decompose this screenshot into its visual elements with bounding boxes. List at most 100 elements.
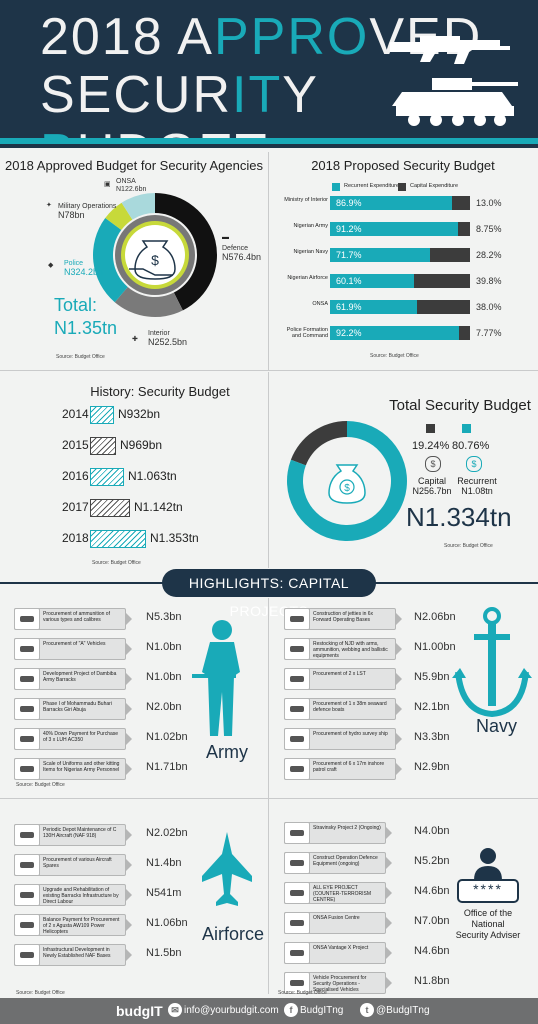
arrow-icon (125, 888, 132, 902)
footer-facebook[interactable]: BudgITng (300, 1005, 344, 1016)
proposed-row-label: Nigerian Army (293, 223, 328, 229)
agencies-donut-chart: $ (93, 193, 217, 317)
total-title: Total Security Budget (389, 397, 531, 414)
proposed-recurrent-value: 86.9% (336, 198, 362, 208)
police-label: Police N324.2bn (64, 260, 104, 277)
capital-pct: 19.24% (412, 440, 450, 452)
project-text: ALL EYE PROJECT (COUNTER-TERRORISM CENTR… (313, 885, 372, 903)
project-value: N5.9bn (414, 671, 450, 683)
project-value: N1.8bn (414, 975, 450, 987)
project-icon (284, 758, 310, 780)
project-icon (284, 728, 310, 750)
project-item: ONSA Fusion Centre (284, 912, 392, 934)
total-donut-chart: $ (287, 421, 407, 541)
history-value: N932bn (118, 407, 161, 421)
project-text: Procurement of various Aircraft Spares (43, 857, 112, 869)
project-item: Vehicle Procurement for Security Operati… (284, 972, 392, 994)
total-source: Source: Budget Office (444, 543, 493, 549)
security-adviser-icon (457, 848, 519, 903)
footer-twitter[interactable]: @BudgITng (376, 1005, 430, 1016)
project-icon (284, 942, 310, 964)
brand-logo: budgIT (116, 1003, 163, 1019)
proposed-capital-value: 28.2% (476, 250, 502, 260)
project-value: N1.00bn (414, 641, 456, 653)
fighter-jet-icon (202, 832, 252, 906)
history-year: 2017 (62, 500, 89, 514)
project-value: N4.6bn (414, 885, 450, 897)
proposed-bar: 71.7% (330, 248, 470, 262)
proposed-row-label: Nigerian Airforce (287, 275, 328, 281)
highlights-banner: HIGHLIGHTS: CAPITAL PROJECTS (162, 569, 376, 619)
project-item: Construct Operation Defence Equipment (o… (284, 852, 392, 874)
proposed-recurrent-value: 91.2% (336, 224, 362, 234)
legend-capital-label: Capital Expenditure (410, 183, 459, 189)
project-text: Procurement of ammunition of various typ… (43, 611, 110, 623)
arrow-icon (395, 732, 402, 746)
project-item: ALL EYE PROJECT (COUNTER-TERRORISM CENTR… (284, 882, 392, 904)
donut-slice-interior (114, 286, 183, 317)
legend-capital-swatch (398, 183, 406, 191)
project-icon (284, 668, 310, 690)
onsa-icon: ▣ (104, 181, 111, 188)
proposed-bar-recurrent: 61.9% (330, 300, 417, 314)
proposed-recurrent-value: 71.7% (336, 250, 362, 260)
project-value: N1.02bn (146, 731, 188, 743)
donut-slice-military (105, 202, 133, 230)
history-year: 2014 (62, 407, 89, 421)
capital-swatch (426, 424, 435, 433)
project-icon (14, 728, 40, 750)
project-item: Procurement of various Aircraft Spares (14, 854, 132, 876)
money-bag-icon: $ (328, 464, 366, 504)
total-value: N1.334tn (406, 502, 512, 532)
project-value: N2.1bn (414, 701, 450, 713)
army-source: Source: Budget Office (16, 782, 65, 788)
proposed-recurrent-value: 60.1% (336, 276, 362, 286)
arrow-icon (385, 946, 392, 960)
footer: budgIT ✉ info@yourbudgit.com f BudgITng … (0, 998, 538, 1024)
defence-label: Defence N576.4bn (222, 245, 262, 262)
arrow-icon (125, 702, 132, 716)
arrow-icon (395, 672, 402, 686)
title-line-2: SECURITY BUDGET (40, 66, 318, 138)
project-text: Construction of jetties in 6x Forward Op… (313, 611, 374, 623)
project-item: Procurement of 6 x 17m inshore patrol cr… (284, 758, 402, 780)
project-item: Construction of jetties in 6x Forward Op… (284, 608, 402, 630)
footer-email[interactable]: info@yourbudgit.com (184, 1005, 279, 1016)
history-year: 2016 (62, 469, 89, 483)
project-item: Procurement of 1 x 38m seaward defence b… (284, 698, 402, 720)
arrow-icon (125, 642, 132, 656)
project-item: Periodic Depot Maintenance of C 130H Air… (14, 824, 132, 846)
arrow-icon (385, 976, 392, 990)
total-slice-capital (290, 421, 347, 466)
project-text: Vehicle Procurement for Security Operati… (313, 975, 367, 993)
proposed-bar: 60.1% (330, 274, 470, 288)
divider (268, 152, 269, 370)
project-text: Procurement of 1 x 38m seaward defence b… (313, 701, 387, 713)
project-icon (14, 914, 40, 936)
project-item: Balance Payment for Procurement of 2 x A… (14, 914, 132, 936)
proposed-bar: 92.2% (330, 326, 470, 340)
arrow-icon (395, 612, 402, 626)
history-bar (90, 530, 146, 548)
proposed-row-label: Police Formation and Command (286, 327, 328, 339)
project-item: Restocking of NJD with arms, ammunition,… (284, 638, 402, 660)
proposed-row-label: ONSA (312, 301, 328, 307)
project-icon (284, 822, 310, 844)
project-value: N541m (146, 887, 182, 899)
proposed-row-label: Nigerian Navy (293, 249, 328, 255)
project-icon (284, 608, 310, 630)
history-year: 2018 (62, 531, 89, 545)
onsa-label: ONSA N122.6bn (116, 178, 147, 193)
history-value: N969bn (120, 438, 163, 452)
project-icon (14, 824, 40, 846)
arrow-icon (125, 828, 132, 842)
svg-text:$: $ (151, 252, 159, 268)
history-bar (90, 437, 116, 455)
arrow-icon (125, 612, 132, 626)
project-text: Procurement of 6 x 17m inshore patrol cr… (313, 761, 385, 773)
project-text: Stravinsky Project 2 (Ongoing) (313, 825, 381, 831)
proposed-bar-recurrent: 86.9% (330, 196, 452, 210)
project-value: N1.06bn (146, 917, 188, 929)
header-banner: 2018 APPROVED SECURITY BUDGET (0, 0, 538, 138)
proposed-recurrent-value: 92.2% (336, 328, 362, 338)
